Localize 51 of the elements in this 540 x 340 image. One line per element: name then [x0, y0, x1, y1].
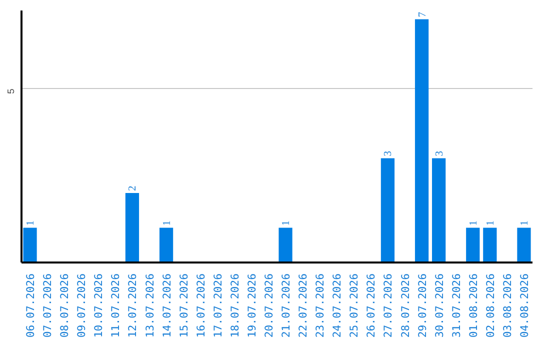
data-label: 1: [162, 220, 173, 226]
x-tick-label: 02.08.2026: [484, 274, 497, 338]
data-label: 1: [281, 220, 292, 226]
x-tick-label: 15.07.2026: [177, 274, 190, 338]
x-tick-label: 24.07.2026: [330, 274, 344, 338]
x-tick-label: 28.07.2026: [398, 274, 412, 338]
data-label: 3: [434, 150, 446, 156]
bar: [517, 228, 531, 262]
data-label: 1: [519, 220, 530, 226]
x-tick-label: 22.07.2026: [296, 274, 310, 338]
x-tick-label: 04.08.2026: [518, 274, 531, 338]
x-tick-label: 16.07.2026: [194, 274, 208, 338]
bar: [483, 228, 497, 262]
x-tick-label: 08.07.2026: [58, 274, 72, 338]
x-tick-label: 19.07.2026: [245, 274, 258, 338]
bar: [466, 228, 480, 262]
data-label: 1: [485, 220, 496, 226]
x-tick-label: 13.07.2026: [143, 274, 156, 338]
x-tick-label: 12.07.2026: [126, 274, 140, 338]
x-tick-label: 09.07.2026: [75, 274, 88, 338]
y-tick-label: 5: [6, 88, 16, 94]
bar: [159, 228, 174, 262]
data-label: 3: [383, 150, 394, 156]
x-tick-label: 25.07.2026: [348, 274, 361, 338]
x-tick-label: 11.07.2026: [109, 274, 122, 338]
x-tick-label: 07.07.2026: [41, 274, 54, 338]
x-tick-label: 30.07.2026: [432, 274, 446, 338]
data-label: 1: [26, 220, 37, 226]
x-tick-label: 29.07.2026: [416, 274, 429, 338]
data-label: 2: [128, 186, 139, 191]
x-tick-label: 14.07.2026: [160, 274, 174, 338]
bar: [432, 158, 446, 262]
bar: [414, 19, 429, 262]
x-tick-label: 20.07.2026: [262, 274, 276, 338]
bar: [23, 228, 37, 262]
x-tick-label: 18.07.2026: [228, 274, 242, 338]
x-tick-label: 21.07.2026: [280, 274, 293, 338]
bar: [380, 158, 395, 262]
x-tick-label: 27.07.2026: [382, 274, 395, 338]
x-tick-label: 06.07.2026: [24, 274, 38, 338]
data-label: 1: [468, 220, 480, 226]
x-tick-label: 31.07.2026: [450, 274, 463, 338]
x-tick-label: 17.07.2026: [211, 274, 224, 338]
bar: [278, 228, 292, 262]
x-tick-label: 03.08.2026: [500, 274, 514, 338]
x-tick-label: 10.07.2026: [92, 274, 106, 338]
x-tick-label: 23.07.2026: [314, 274, 327, 338]
data-label: 7: [417, 11, 428, 18]
x-tick-label: 01.08.2026: [466, 274, 480, 338]
bar: [125, 192, 140, 262]
x-tick-label: 26.07.2026: [364, 274, 378, 338]
